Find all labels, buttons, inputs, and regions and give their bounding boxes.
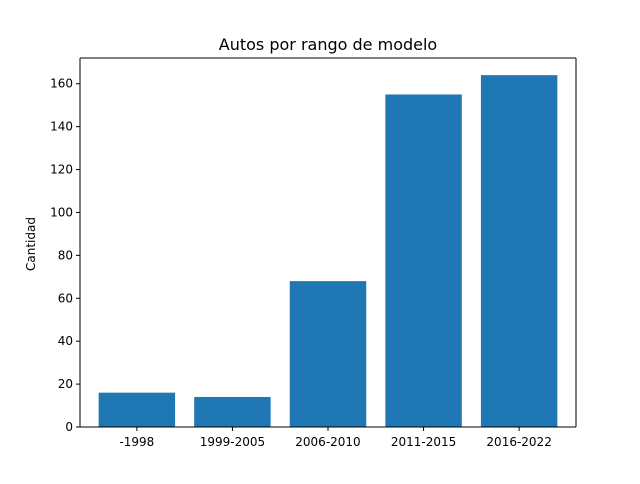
y-tick-label-3: 60 (58, 291, 73, 305)
x-tick-label-2: 2006-2010 (295, 435, 360, 449)
y-tick-label-6: 120 (50, 163, 73, 177)
bar-3 (385, 94, 462, 427)
bar-4 (480, 75, 558, 427)
y-tick-label-4: 80 (58, 248, 73, 262)
x-tick-label-0: -1998 (119, 435, 154, 449)
bar-1 (194, 396, 271, 427)
x-tick-label-1: 1999-2005 (200, 435, 265, 449)
y-tick-label-2: 40 (58, 334, 73, 348)
chart-title: Autos por rango de modelo (219, 35, 437, 54)
x-tick-label-3: 2011-2015 (391, 435, 456, 449)
y-axis-label: Cantidad (24, 217, 38, 271)
plot-area: 0 20 40 60 80 100 120 140 160 -1998 1999-2005 2006-… (50, 57, 577, 449)
x-tick-label-4: 2016-2022 (486, 435, 551, 449)
y-tick-label-0: 0 (65, 420, 73, 434)
bar-2 (289, 281, 367, 427)
y-tick-label-7: 140 (50, 120, 73, 134)
bar-0 (98, 392, 176, 427)
y-tick-label-8: 160 (50, 77, 73, 91)
y-tick-label-1: 20 (58, 377, 73, 391)
y-tick-label-5: 100 (50, 205, 73, 219)
